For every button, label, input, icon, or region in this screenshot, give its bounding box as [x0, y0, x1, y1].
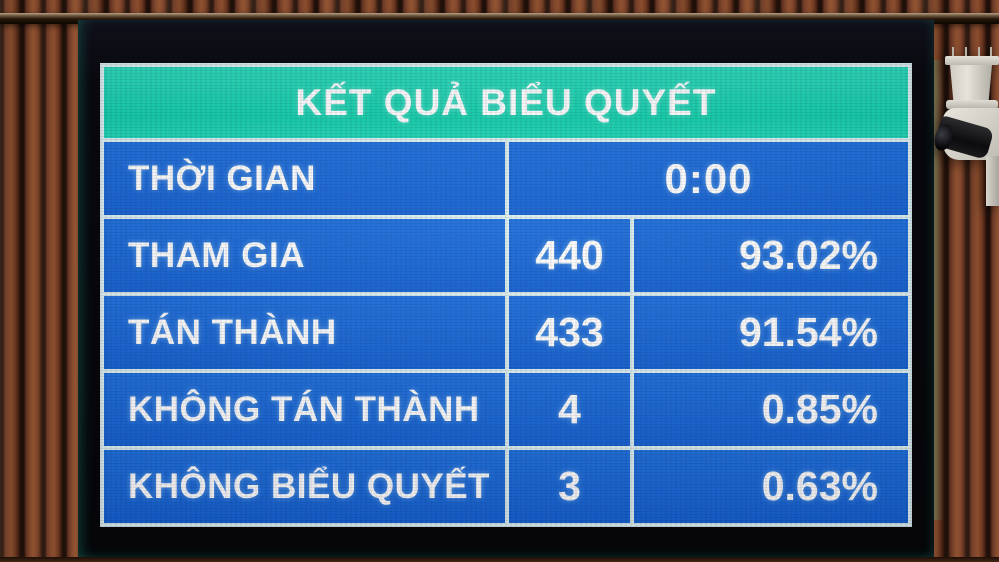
voting-results-board: KẾT QUẢ BIỂU QUYẾT THỜI GIAN 0:00 THAM G… — [100, 63, 912, 527]
camera-mount-pin — [952, 47, 954, 57]
row-time-value: 0:00 — [509, 142, 908, 215]
row-thamgia-percent: 93.02% — [634, 219, 908, 292]
row-time-label: THỜI GIAN — [104, 142, 505, 215]
camera-side-arm — [986, 156, 999, 206]
row-tanthanh-label: TÁN THÀNH — [104, 296, 505, 369]
row-tanthanh-count: 433 — [509, 296, 630, 369]
wall-rail — [0, 13, 999, 24]
security-camera — [931, 44, 999, 209]
row-thamgia-label: THAM GIA — [104, 219, 505, 292]
row-khongtanthanh-percent: 0.85% — [634, 373, 908, 446]
camera-mount-plate — [945, 56, 999, 65]
row-khongbieuquyet-count: 3 — [509, 450, 630, 523]
row-khongbieuquyet-percent: 0.63% — [634, 450, 908, 523]
camera-mount-collar — [946, 100, 998, 109]
led-screen-bezel: KẾT QUẢ BIỂU QUYẾT THỜI GIAN 0:00 THAM G… — [78, 20, 934, 557]
row-tanthanh-percent: 91.54% — [634, 296, 908, 369]
camera-mount-pin — [990, 47, 992, 57]
camera-mount-neck — [950, 65, 992, 101]
board-title: KẾT QUẢ BIỂU QUYẾT — [104, 67, 908, 138]
wall-base-strip — [0, 557, 999, 562]
row-khongtanthanh-label: KHÔNG TÁN THÀNH — [104, 373, 505, 446]
row-khongtanthanh-count: 4 — [509, 373, 630, 446]
camera-mount-pin — [965, 47, 967, 57]
row-khongbieuquyet-label: KHÔNG BIỂU QUYẾT — [104, 450, 505, 523]
row-thamgia-count: 440 — [509, 219, 630, 292]
camera-mount-pin — [978, 47, 980, 57]
screen-glow-reflection — [934, 60, 944, 520]
